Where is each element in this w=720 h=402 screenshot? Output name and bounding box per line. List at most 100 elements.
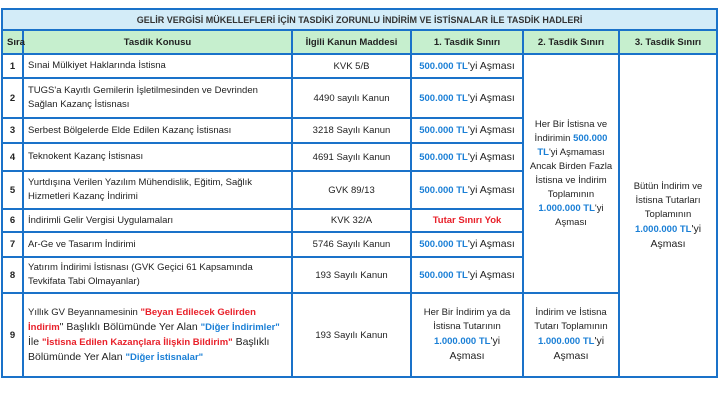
amount-highlight: 1.000.000 TL <box>537 336 595 347</box>
tasdik-konusu-cell: Yatırım İndirimi İstisnası (GVK Geçici 6… <box>22 256 293 294</box>
sinir-1-cell: 500.000 TL'yi Aşması <box>410 53 524 79</box>
header-kanun-maddesi: İlgili Kanun Maddesi <box>291 29 412 55</box>
tasdik-konusu-cell: İndirimli Gelir Vergisi Uygulamaları <box>22 208 293 233</box>
table-row: 9 Yıllık GV Beyannamesinin "Beyan Edilece… <box>1 292 717 378</box>
red-highlight: Tutar Sınırı Yok <box>432 214 502 226</box>
header-sinir-1: 1. Tasdik Sınırı <box>410 29 524 55</box>
row-number: 9 <box>1 292 24 378</box>
text-segment: 'yi Aşması <box>467 238 515 250</box>
amount-highlight: 1.000.000 TL <box>634 223 692 235</box>
text-segment: 'yi Aşması <box>553 335 605 362</box>
text-segment: İle <box>28 335 43 348</box>
text-segment: Serbest Bölgelerde Elde Edilen Kazanç İs… <box>28 124 232 136</box>
table-title: GELİR VERGİSİ MÜKELLEFLERİ İÇİN TASDİKİ … <box>0 8 719 31</box>
kanun-maddesi-cell: 193 Sayılı Kanun <box>291 292 412 378</box>
red-highlight: "İstisna Edilen Kazançlara İlişkin Bildi… <box>42 336 233 348</box>
row-number: 1 <box>1 53 24 79</box>
tasdik-konusu-cell: Serbest Bölgelerde Elde Edilen Kazanç İs… <box>22 117 293 144</box>
amount-highlight: 500.000 TL <box>419 60 468 72</box>
text-segment: 'yi Aşması <box>467 59 515 72</box>
amount-highlight: "Diğer İndirimler" <box>200 321 280 333</box>
table-row: 1 Sınai Mülkiyet Haklarında İstisna KVK 5/… <box>1 53 719 378</box>
header-sira: Sıra <box>1 29 25 55</box>
kanun-maddesi-cell: KVK 32/A <box>291 208 412 233</box>
sinir-3-cell: Bütün İndirim ve İstisna Tutarları Topla… <box>617 53 719 378</box>
text-segment: Sınai Mülkiyet Haklarında İstisna <box>28 60 166 71</box>
row-number: 6 <box>1 208 24 233</box>
tasdik-konusu-cell: Teknokent Kazanç İstisnası <box>22 142 293 172</box>
sinir-1-cell: 500.000 TL'yi Aşması <box>410 117 524 144</box>
amount-highlight: 500.000 TL <box>537 132 608 158</box>
kanun-maddesi-cell: 5746 Sayılı Kanun <box>291 231 412 258</box>
row-number: 2 <box>1 77 24 119</box>
table-row: 5 Yurtdışına Verilen Yazılım Mühendislik,… <box>1 170 717 210</box>
kanun-maddesi-cell: KVK 5/B <box>291 53 412 79</box>
header-tasdik-konusu: Tasdik Konusu <box>22 29 293 55</box>
text-segment: Bütün İndirim ve İstisna Tutarları Topla… <box>633 180 703 220</box>
table-row: 2 TUGS'a Kayıtlı Gemilerin İşletilmesinde… <box>1 77 717 119</box>
text-segment: Her Bir İstisna ve İndirimin <box>534 118 608 144</box>
text-segment: Ar-Ge ve Tasarım İndirimi <box>28 238 136 250</box>
tax-approval-table: GELİR VERGİSİ MÜKELLEFLERİ İÇİN TASDİKİ … <box>0 8 719 378</box>
row-number: 4 <box>1 142 24 172</box>
sinir-2-group-cell: Her Bir İstisna ve İndirimin 500.000 TL'… <box>522 53 620 294</box>
text-segment: 'yi Aşmaması Ancak Birden Fazla İstisna … <box>529 146 613 200</box>
row-number: 7 <box>1 231 24 258</box>
sinir-1-cell: 500.000 TL'yi Aşması <box>410 77 524 119</box>
table-row: 6 İndirimli Gelir Vergisi Uygulamaları KVK… <box>1 208 717 233</box>
text-segment: 'yi Aşması <box>467 124 515 136</box>
sinir-1-cell: 500.000 TL'yi Aşması <box>410 231 524 258</box>
header-sinir-2: 2. Tasdik Sınırı <box>522 29 620 55</box>
tasdik-konusu-cell: Sınai Mülkiyet Haklarında İstisna <box>22 53 293 79</box>
text-segment: 'yi Aşması <box>449 335 501 362</box>
text-segment: İndirim ve İstisna Tutarı Toplamının <box>534 307 608 332</box>
sinir-2-row9-cell: İndirim ve İstisna Tutarı Toplamının 1.0… <box>522 292 620 378</box>
amount-highlight: 1.000.000 TL <box>433 336 491 347</box>
text-segment: 'yi Aşması <box>467 183 515 196</box>
amount-highlight: "Diğer İstisnalar" <box>125 351 204 363</box>
header-sinir-3: 3. Tasdik Sınırı <box>617 29 719 55</box>
sinir-1-cell: 500.000 TL'yi Aşması <box>410 256 524 294</box>
amount-highlight: 500.000 TL <box>419 92 468 104</box>
kanun-maddesi-cell: 4490 sayılı Kanun <box>291 77 412 119</box>
row-number: 8 <box>1 256 24 294</box>
text-segment: İndirimli Gelir Vergisi Uygulamaları <box>28 214 174 226</box>
tasdik-konusu-cell: Yurtdışına Verilen Yazılım Mühendislik, … <box>22 170 293 210</box>
table-row: 4 Teknokent Kazanç İstisnası 4691 Sayılı K… <box>1 142 717 172</box>
text-segment: 'yi Aşması <box>467 150 515 163</box>
text-segment: Yatırım İndirimi İstisnası (GVK Geçici 6… <box>28 262 253 287</box>
sinir-1-cell: 500.000 TL'yi Aşması <box>410 142 524 172</box>
amount-highlight: 500.000 TL <box>419 269 468 281</box>
amount-highlight: 500.000 TL <box>419 239 468 250</box>
text-segment: TUGS'a Kayıtlı Gemilerin İşletilmesinden… <box>28 85 258 110</box>
text-segment: " Başlıklı Bölümünde Yer Alan <box>59 320 201 333</box>
kanun-maddesi-cell: 193 Sayılı Kanun <box>291 256 412 294</box>
text-segment: Başlıklı Bölümünde Yer Alan <box>28 335 270 363</box>
table-row: 7 Ar-Ge ve Tasarım İndirimi 5746 Sayılı Ka… <box>1 231 717 258</box>
kanun-maddesi-cell: 4691 Sayılı Kanun <box>291 142 412 172</box>
amount-highlight: 500.000 TL <box>419 151 468 163</box>
amount-highlight: 1.000.000 TL <box>538 202 595 214</box>
table-row: 8 Yatırım İndirimi İstisnası (GVK Geçici … <box>1 256 717 294</box>
text-segment: Yıllık GV Beyannamesinin <box>28 306 141 318</box>
amount-highlight: 500.000 TL <box>419 184 468 196</box>
text-segment: Yurtdışına Verilen Yazılım Mühendislik, … <box>28 177 253 202</box>
text-segment: 'yi Aşması <box>467 91 515 104</box>
kanun-maddesi-cell: 3218 Sayılı Kanun <box>291 117 412 144</box>
tasdik-konusu-cell: Ar-Ge ve Tasarım İndirimi <box>22 231 293 258</box>
kanun-maddesi-cell: GVK 89/13 <box>291 170 412 210</box>
tasdik-konusu-cell: TUGS'a Kayıtlı Gemilerin İşletilmesinden… <box>22 77 293 119</box>
text-segment: 'yi Aşması <box>555 202 604 228</box>
amount-highlight: 500.000 TL <box>419 125 468 136</box>
sinir-1-cell: Her Bir İndirim ya da İstisna Tutarının … <box>410 292 524 378</box>
row-number: 3 <box>1 117 24 144</box>
text-segment: Her Bir İndirim ya da İstisna Tutarının <box>423 307 511 332</box>
text-segment: Teknokent Kazanç İstisnası <box>28 151 144 162</box>
sinir-1-cell: Tutar Sınırı Yok <box>410 208 524 233</box>
tasdik-konusu-cell: Yıllık GV Beyannamesinin "Beyan Edilecek… <box>22 292 293 378</box>
text-segment: 'yi Aşması <box>650 222 702 250</box>
row-number: 5 <box>1 170 24 210</box>
table-row: 3 Serbest Bölgelerde Elde Edilen Kazanç İ… <box>1 117 717 144</box>
text-segment: 'yi Aşması <box>467 268 515 281</box>
sinir-1-cell: 500.000 TL'yi Aşması <box>410 170 524 210</box>
